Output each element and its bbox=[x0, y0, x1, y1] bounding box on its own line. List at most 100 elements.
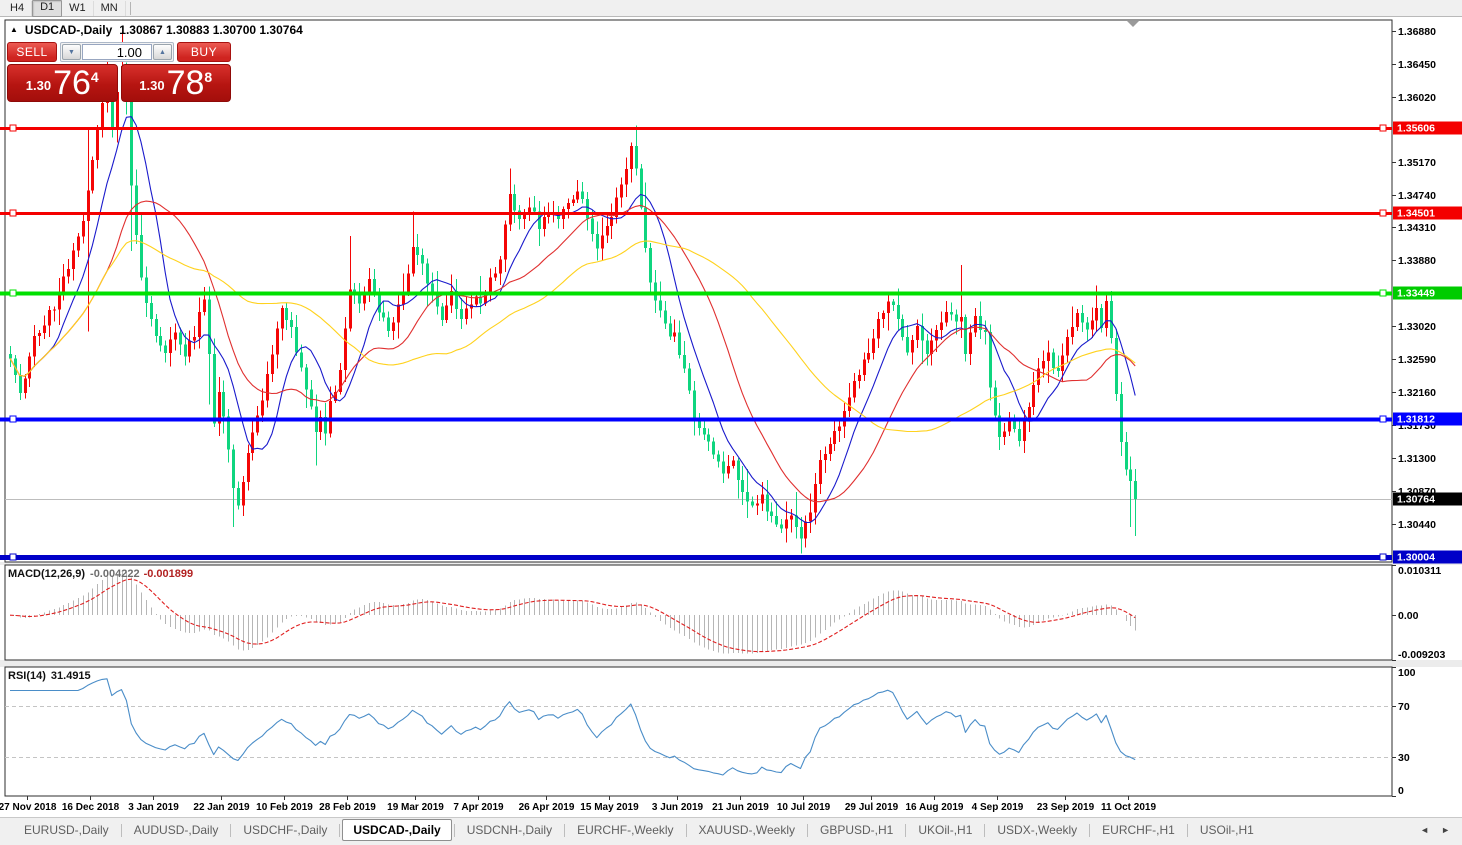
tab-separator bbox=[1089, 823, 1091, 837]
symbol-tab-usdcnh-daily[interactable]: USDCNH-,Daily bbox=[466, 823, 553, 837]
price-tick-label: 1.34740 bbox=[1398, 190, 1436, 202]
chart-ohlc-values: 1.30867 1.30883 1.30700 1.30764 bbox=[119, 23, 303, 37]
price-tag-label: 1.35606 bbox=[1397, 123, 1435, 135]
line-handle[interactable] bbox=[9, 289, 17, 297]
sell-button[interactable]: SELL bbox=[7, 42, 57, 62]
date-tick-label: 16 Dec 2018 bbox=[62, 802, 120, 813]
line-handle[interactable] bbox=[1379, 209, 1387, 217]
chart-title: ▲ USDCAD-,Daily 1.30867 1.30883 1.30700 … bbox=[10, 23, 303, 37]
price-tick-label: 1.32160 bbox=[1398, 387, 1436, 399]
trade-panel-controls: SELL ▼ 1.00 ▲ BUY bbox=[7, 42, 231, 62]
date-tick-label: 23 Sep 2019 bbox=[1037, 802, 1095, 813]
toolbar-separator bbox=[129, 1, 131, 15]
price-tick-label: 1.35170 bbox=[1398, 157, 1436, 169]
macd-signal-line bbox=[9, 578, 1136, 653]
price-tag-label: 1.30764 bbox=[1397, 494, 1435, 506]
price-tag-label: 1.31812 bbox=[1397, 414, 1435, 426]
price-tick-label: 1.36450 bbox=[1398, 59, 1436, 71]
tab-separator bbox=[453, 823, 455, 837]
line-handle[interactable] bbox=[9, 209, 17, 217]
macd-main-value: -0.004222 bbox=[90, 568, 140, 580]
chart-shift-icon[interactable] bbox=[1127, 21, 1139, 27]
price-tick-label: 1.36020 bbox=[1398, 92, 1436, 104]
price-tag bbox=[1393, 550, 1462, 564]
sell-price-pip: 4 bbox=[90, 69, 99, 85]
symbol-tab-usoil-h1[interactable]: USOil-,H1 bbox=[1199, 823, 1254, 837]
price-tick-label: 1.33880 bbox=[1398, 255, 1436, 267]
tab-separator bbox=[120, 823, 122, 837]
arrow-up-icon: ▲ bbox=[159, 48, 166, 56]
line-handle[interactable] bbox=[1379, 124, 1387, 132]
tab-separator bbox=[905, 823, 907, 837]
line-handle[interactable] bbox=[1379, 415, 1387, 423]
tab-scroll-left-button[interactable]: ◄ bbox=[1420, 825, 1430, 835]
line-handle[interactable] bbox=[9, 553, 17, 561]
price-tick-label: 1.30440 bbox=[1398, 519, 1436, 531]
buy-price-base: 1.30 bbox=[139, 78, 165, 93]
date-tick-label: 15 May 2019 bbox=[580, 802, 639, 813]
price-tick-label: 1.31300 bbox=[1398, 453, 1436, 465]
symbol-tab-ukoil-h1[interactable]: UKOil-,H1 bbox=[918, 823, 973, 837]
symbol-tab-eurchf-h1[interactable]: EURCHF-,H1 bbox=[1102, 823, 1175, 837]
status-strip bbox=[0, 842, 1462, 845]
rsi-tick-label: 100 bbox=[1398, 667, 1416, 679]
timeframe-toolbar: H4 D1 W1 MN bbox=[0, 0, 1462, 17]
date-tick-label: 11 Oct 2019 bbox=[1101, 802, 1156, 813]
symbol-tab-gbpusd-h1[interactable]: GBPUSD-,H1 bbox=[820, 823, 894, 837]
date-tick-label: 27 Nov 2018 bbox=[0, 802, 57, 813]
volume-input[interactable]: 1.00 bbox=[82, 44, 152, 60]
buy-button[interactable]: BUY bbox=[177, 42, 231, 62]
pane-splitter[interactable] bbox=[0, 660, 1462, 667]
symbol-tab-usdcad-daily[interactable]: USDCAD-,Daily bbox=[342, 819, 452, 841]
date-tick-label: 21 Jun 2019 bbox=[712, 802, 769, 813]
macd-pane bbox=[4, 564, 1393, 661]
line-handle[interactable] bbox=[1379, 289, 1387, 297]
rsi-value: 31.4915 bbox=[50, 670, 91, 682]
symbol-tab-xauusd-weekly[interactable]: XAUUSD-,Weekly bbox=[698, 823, 795, 837]
buy-price-pip: 8 bbox=[204, 69, 213, 85]
trade-panel-prices: 1.30 76 4 1.30 78 8 bbox=[7, 64, 231, 102]
symbol-tabs: EURUSD-,Daily AUDUSD-,Daily USDCHF-,Daily U… bbox=[14, 819, 1264, 841]
tab-scroll-buttons: ◄ ► bbox=[1420, 825, 1450, 835]
symbol-tab-usdchf-daily[interactable]: USDCHF-,Daily bbox=[243, 823, 328, 837]
rsi-line bbox=[10, 678, 1136, 776]
timeframe-button-w1[interactable]: W1 bbox=[62, 0, 94, 16]
line-handle[interactable] bbox=[9, 415, 17, 423]
chart-symbol-title: USDCAD-,Daily bbox=[24, 23, 113, 37]
one-click-trading-panel: SELL ▼ 1.00 ▲ BUY 1.30 76 4 1.30 78 8 bbox=[7, 42, 231, 102]
line-handle[interactable] bbox=[9, 124, 17, 132]
moving-average-21 bbox=[9, 200, 1136, 503]
date-tick-label: 28 Feb 2019 bbox=[319, 802, 376, 813]
tab-scroll-right-button[interactable]: ► bbox=[1441, 825, 1450, 835]
timeframe-button-h4[interactable]: H4 bbox=[3, 0, 33, 16]
line-handle[interactable] bbox=[1379, 553, 1387, 561]
date-tick-label: 3 Jun 2019 bbox=[652, 802, 704, 813]
buy-price-tile[interactable]: 1.30 78 8 bbox=[120, 64, 231, 102]
symbol-tab-audusd-daily[interactable]: AUDUSD-,Daily bbox=[133, 823, 219, 837]
arrow-down-icon: ▼ bbox=[68, 48, 75, 56]
date-tick-label: 7 Apr 2019 bbox=[453, 802, 504, 813]
macd-name: MACD(12,26,9) bbox=[8, 568, 86, 580]
volume-increase-button[interactable]: ▲ bbox=[153, 44, 172, 60]
tab-separator bbox=[807, 823, 808, 837]
price-tag-label: 1.34501 bbox=[1397, 208, 1435, 220]
date-tick-label: 10 Jul 2019 bbox=[777, 802, 831, 813]
date-tick-label: 29 Jul 2019 bbox=[845, 802, 899, 813]
symbol-tab-eurchf-weekly[interactable]: EURCHF-,Weekly bbox=[577, 823, 674, 837]
sell-price-tile[interactable]: 1.30 76 4 bbox=[7, 64, 118, 102]
timeframe-button-mn[interactable]: MN bbox=[94, 0, 126, 16]
symbol-tab-usdx-weekly[interactable]: USDX-,Weekly bbox=[997, 823, 1078, 837]
timeframe-button-d1[interactable]: D1 bbox=[32, 0, 63, 17]
symbol-tab-eurusd-daily[interactable]: EURUSD-,Daily bbox=[24, 823, 109, 837]
rsi-name: RSI(14) bbox=[8, 670, 46, 682]
pane-splitter[interactable] bbox=[0, 562, 1462, 565]
date-tick-label: 22 Jan 2019 bbox=[193, 802, 250, 813]
tab-separator bbox=[564, 823, 566, 837]
tab-separator bbox=[984, 823, 986, 837]
date-tick-label: 4 Sep 2019 bbox=[972, 802, 1024, 813]
rsi-tick-label: 30 bbox=[1398, 752, 1410, 764]
price-tag-label: 1.33449 bbox=[1397, 288, 1435, 300]
collapse-icon[interactable]: ▲ bbox=[10, 25, 18, 34]
volume-decrease-button[interactable]: ▼ bbox=[62, 44, 81, 60]
